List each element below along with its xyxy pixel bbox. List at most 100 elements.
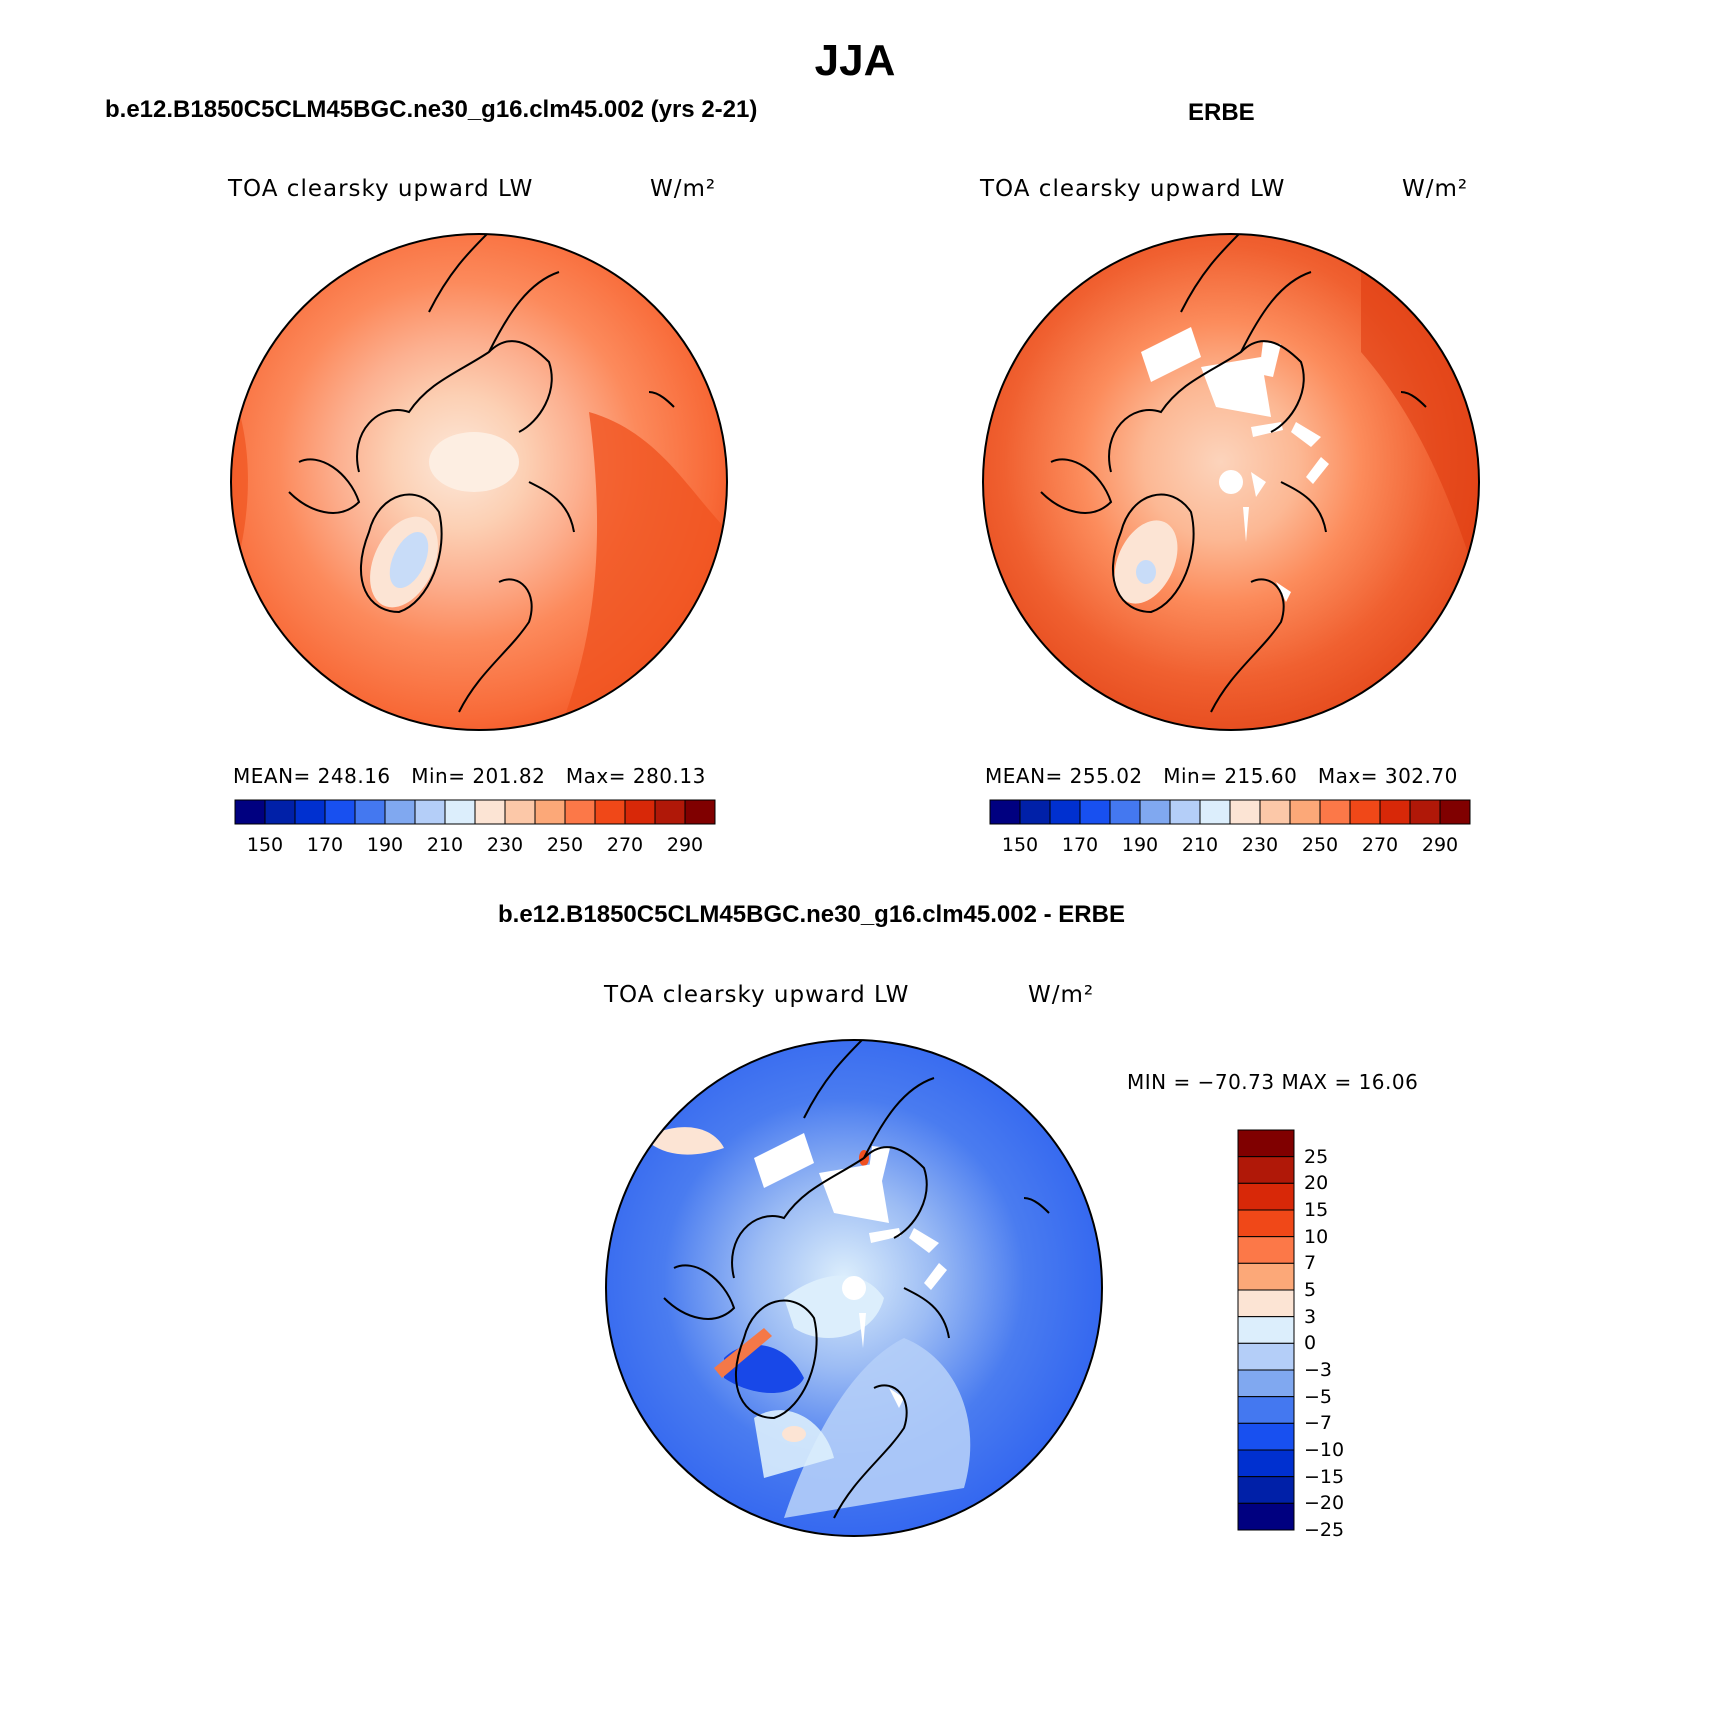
diff-colorbar-tick-label: 5 — [1304, 1279, 1317, 1301]
model-colorbar-swatch — [504, 799, 536, 825]
diff-colorbar-swatch — [1237, 1502, 1295, 1531]
model-mean-value: 248.16 — [317, 764, 391, 788]
obs-colorbar-swatch — [1019, 799, 1051, 825]
model-colorbar-tick-label: 250 — [546, 834, 584, 856]
obs-variable-label: TOA clearsky upward LW — [980, 176, 1286, 202]
obs-colorbar-tick-label: 170 — [1061, 834, 1099, 856]
model-colorbar-swatch — [264, 799, 296, 825]
obs-colorbar-tick-label: 250 — [1301, 834, 1339, 856]
model-units-label: W/m² — [650, 176, 717, 202]
model-max-value: 280.13 — [632, 764, 706, 788]
figure-title: JJA — [814, 36, 896, 85]
obs-colorbar-tick-label: 150 — [1001, 834, 1039, 856]
model-map — [230, 233, 728, 731]
diff-colorbar-swatch — [1237, 1289, 1295, 1318]
diff-minmax: MIN = −70.73 MAX = 16.06 — [1127, 1070, 1419, 1094]
diff-colorbar-swatch — [1237, 1156, 1295, 1184]
model-min-label: Min= — [411, 764, 466, 788]
model-colorbar-swatch — [474, 799, 506, 825]
diff-colorbar-swatch — [1237, 1129, 1295, 1158]
model-colorbar-swatch — [444, 799, 476, 825]
obs-colorbar-swatch — [1049, 799, 1081, 825]
obs-max-value: 302.70 — [1384, 764, 1458, 788]
obs-colorbar-tick-label: 210 — [1181, 834, 1219, 856]
model-colorbar-swatch — [354, 799, 386, 825]
diff-colorbar-tick-label: −25 — [1304, 1519, 1345, 1541]
diff-colorbar-tick-label: 10 — [1304, 1225, 1329, 1248]
obs-map — [982, 233, 1480, 731]
diff-colorbar-tick-label: −3 — [1304, 1359, 1333, 1381]
model-colorbar-tick-label: 150 — [246, 834, 284, 856]
diff-colorbar-tick-label: 25 — [1304, 1145, 1329, 1168]
diff-colorbar-tick-label: 15 — [1304, 1199, 1329, 1221]
diff-colorbar-tick-label: −20 — [1304, 1492, 1345, 1515]
diff-colorbar-swatch — [1237, 1316, 1295, 1344]
diff-colorbar-swatch — [1237, 1262, 1295, 1291]
model-min-value: 201.82 — [472, 764, 546, 788]
obs-colorbar-tick-label: 270 — [1361, 834, 1399, 856]
obs-mean-value: 255.02 — [1069, 764, 1143, 788]
obs-min-label: Min= — [1163, 764, 1218, 788]
obs-units-label: W/m² — [1402, 176, 1469, 202]
diff-colorbar-tick-label: 20 — [1304, 1172, 1329, 1195]
model-colorbar-tick-label: 170 — [306, 834, 344, 856]
diff-panel-title: b.e12.B1850C5CLM45BGC.ne30_g16.clm45.002… — [498, 901, 1125, 928]
obs-colorbar-swatch — [1409, 799, 1441, 825]
diff-colorbar-tick-label: −10 — [1304, 1439, 1345, 1461]
obs-colorbar-swatch — [1289, 799, 1321, 825]
model-colorbar-swatch — [684, 799, 716, 825]
model-colorbar-swatch — [294, 799, 326, 825]
diff-colorbar-swatch — [1237, 1236, 1295, 1264]
obs-colorbar-swatch — [1109, 799, 1141, 825]
obs-colorbar — [989, 799, 1471, 825]
model-colorbar-tick-label: 210 — [426, 834, 464, 856]
diff-colorbar-tick-label: −5 — [1304, 1385, 1333, 1408]
diff-colorbar — [1237, 1129, 1295, 1531]
obs-colorbar-tick-label: 290 — [1421, 834, 1459, 856]
model-max-label: Max= — [565, 764, 626, 788]
obs-colorbar-swatch — [1379, 799, 1411, 825]
diff-colorbar-tick-label: −7 — [1304, 1412, 1333, 1435]
model-colorbar-swatch — [414, 799, 446, 825]
diff-colorbar-swatch — [1237, 1476, 1295, 1504]
model-colorbar-swatch — [564, 799, 596, 825]
diff-colorbar-swatch — [1237, 1449, 1295, 1478]
model-panel-title: b.e12.B1850C5CLM45BGC.ne30_g16.clm45.002… — [105, 96, 758, 123]
model-colorbar-tick-label: 230 — [486, 834, 524, 856]
obs-mean-label: MEAN= — [985, 764, 1063, 788]
model-mean-label: MEAN= — [233, 764, 311, 788]
obs-colorbar-swatch — [1169, 799, 1201, 825]
obs-colorbar-swatch — [989, 799, 1021, 825]
model-colorbar-tick-label: 190 — [366, 834, 404, 856]
obs-panel-title: ERBE — [1188, 99, 1255, 126]
diff-map — [605, 1039, 1103, 1537]
diff-colorbar-tick-label: −15 — [1304, 1465, 1345, 1488]
obs-min-value: 215.60 — [1224, 764, 1298, 788]
obs-colorbar-swatch — [1199, 799, 1231, 825]
diff-colorbar-swatch — [1237, 1369, 1295, 1398]
diff-colorbar-swatch — [1237, 1209, 1295, 1238]
diff-colorbar-swatch — [1237, 1182, 1295, 1211]
diff-colorbar-tick-label: 3 — [1304, 1305, 1317, 1328]
obs-colorbar-tick-label: 190 — [1121, 834, 1159, 856]
diff-colorbar-tick-label: 7 — [1304, 1252, 1317, 1275]
diff-colorbar-swatch — [1237, 1396, 1295, 1424]
model-colorbar-swatch — [324, 799, 356, 825]
model-colorbar-swatch — [624, 799, 656, 825]
model-colorbar-swatch — [384, 799, 416, 825]
model-colorbar-tick-label: 290 — [666, 834, 704, 856]
obs-colorbar-swatch — [1439, 799, 1471, 825]
obs-colorbar-swatch — [1349, 799, 1381, 825]
model-colorbar-swatch — [594, 799, 626, 825]
model-colorbar-swatch — [534, 799, 566, 825]
model-variable-label: TOA clearsky upward LW — [228, 176, 534, 202]
diff-colorbar-tick-label: 0 — [1304, 1332, 1317, 1355]
model-colorbar-tick-label: 270 — [606, 834, 644, 856]
diff-colorbar-swatch — [1237, 1422, 1295, 1451]
model-colorbar-swatch — [654, 799, 686, 825]
diff-units-label: W/m² — [1028, 982, 1095, 1008]
obs-colorbar-swatch — [1259, 799, 1291, 825]
diff-colorbar-swatch — [1237, 1342, 1295, 1371]
diff-variable-label: TOA clearsky upward LW — [604, 982, 910, 1008]
obs-colorbar-swatch — [1139, 799, 1171, 825]
